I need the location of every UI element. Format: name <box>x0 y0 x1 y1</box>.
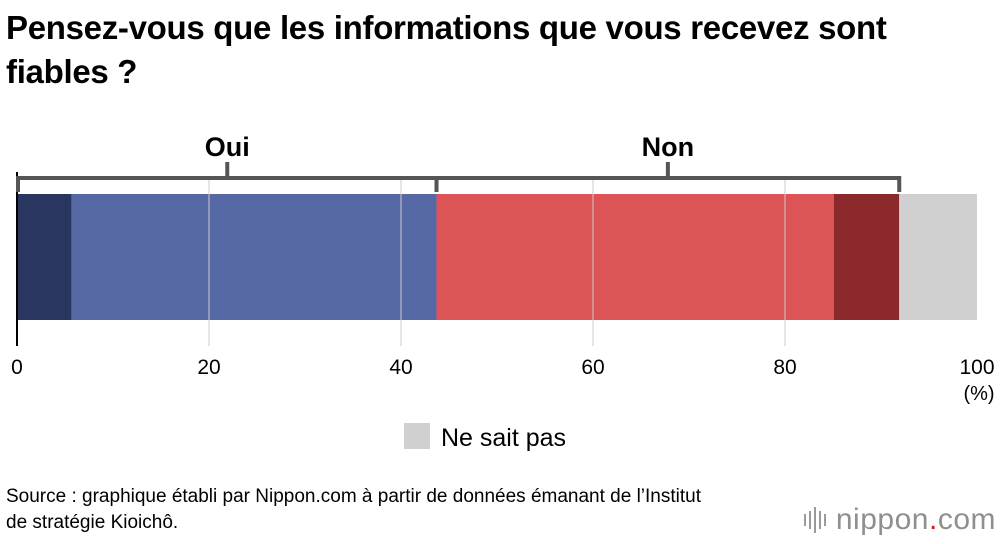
unit-label: (%) <box>963 383 994 405</box>
legend-swatch-ne-sait-pas <box>404 423 430 449</box>
group-label-oui: Oui <box>205 132 250 162</box>
x-tick-label-1: 20 <box>197 356 220 379</box>
logo-name: nippon <box>835 503 929 536</box>
x-tick-label-4: 80 <box>773 356 796 379</box>
chart-title: Pensez-vous que les informations que vou… <box>6 9 887 90</box>
bar-segment-2 <box>436 194 834 320</box>
x-tick-label-3: 60 <box>581 356 604 379</box>
x-tick-label-2: 40 <box>389 356 412 379</box>
bar-segment-1 <box>71 194 437 320</box>
nippon-logo: nippon.com <box>803 500 996 540</box>
x-tick-label-0: 0 <box>11 356 23 379</box>
group-label-non: Non <box>642 132 694 162</box>
bar-segment-3 <box>833 194 900 320</box>
bar-segment-4 <box>899 194 977 320</box>
x-tick-label-5: 100 <box>959 356 994 379</box>
logo-dot: . <box>928 503 938 536</box>
logo-suffix: com <box>937 503 996 536</box>
logo-text: nippon.com <box>836 503 996 537</box>
legend-label-ne-sait-pas: Ne sait pas <box>441 424 566 452</box>
logo-bars-icon <box>803 507 826 533</box>
group-bracket-non <box>434 162 902 192</box>
source-note: Source : graphique établi par Nippon.com… <box>6 486 701 533</box>
bar-segment-0 <box>17 194 72 320</box>
group-bracket-oui <box>16 162 439 192</box>
